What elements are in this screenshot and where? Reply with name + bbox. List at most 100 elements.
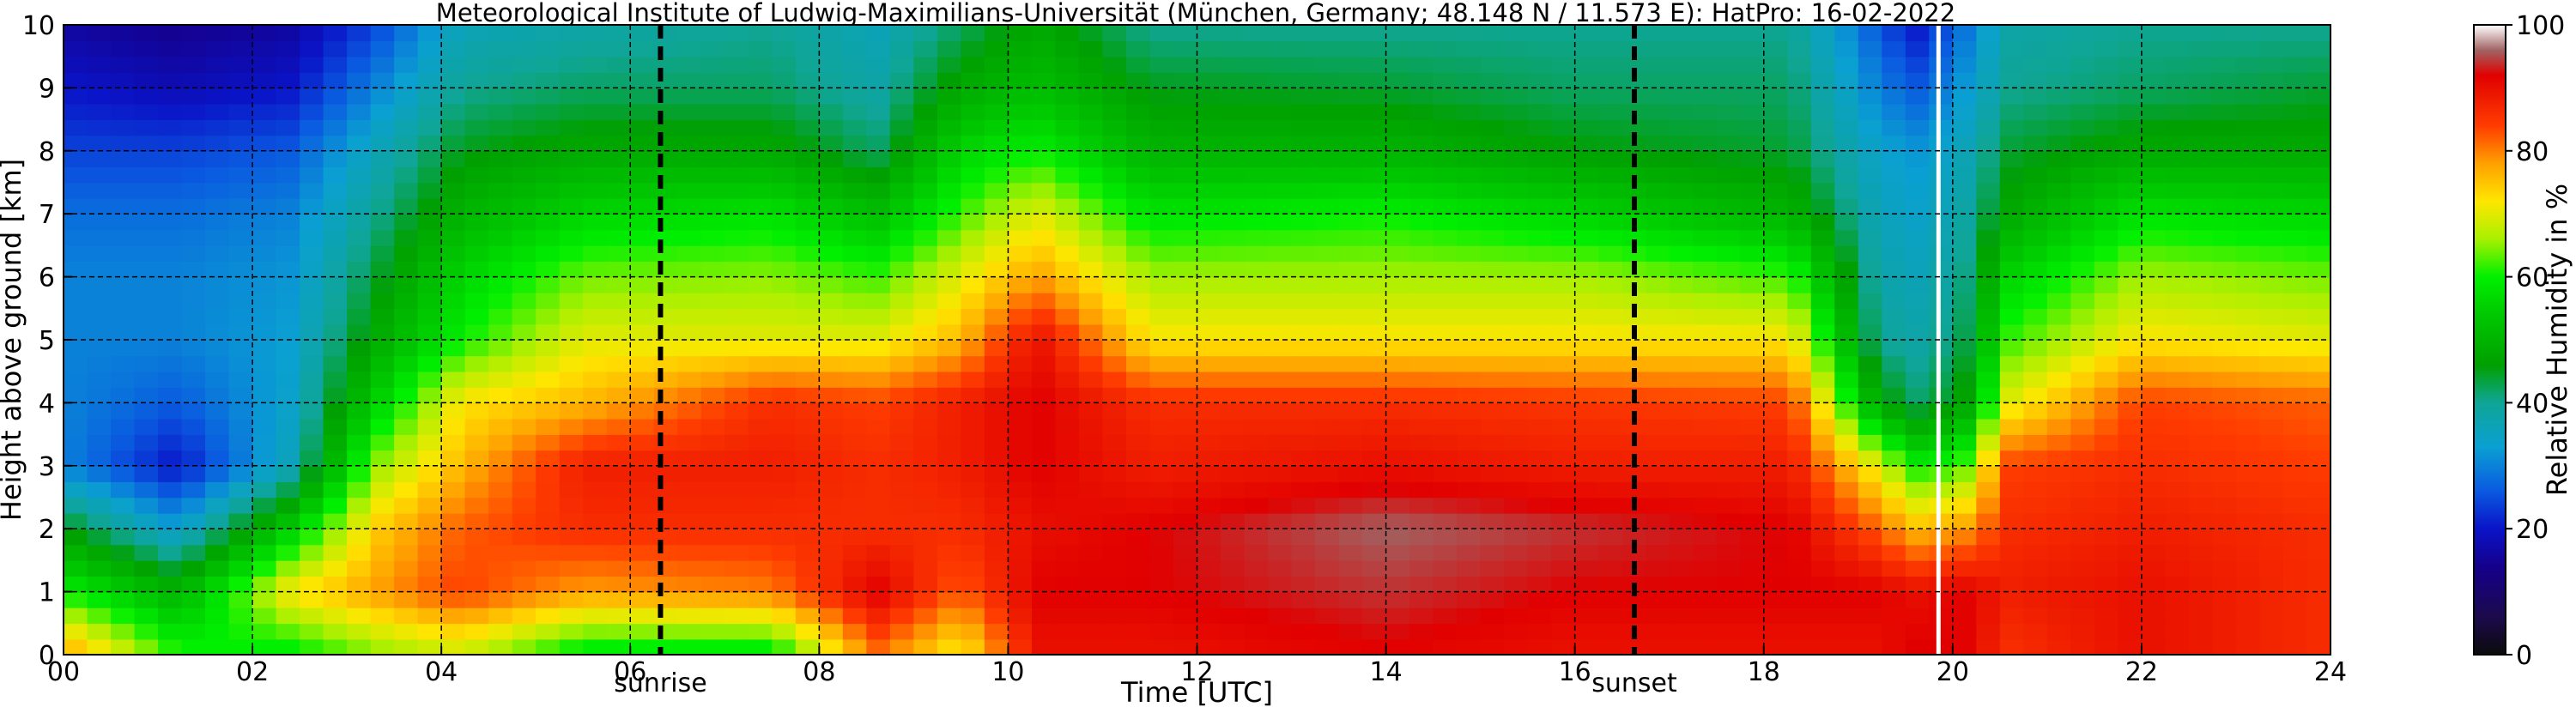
- heatmap-cell: [1008, 119, 1033, 136]
- heatmap-cell: [394, 591, 419, 608]
- heatmap-cell: [630, 387, 655, 404]
- heatmap-cell: [1810, 576, 1836, 593]
- heatmap-cell: [1338, 544, 1363, 561]
- heatmap-cell: [370, 56, 395, 73]
- heatmap-cell: [1409, 591, 1434, 608]
- heatmap-cell: [1031, 623, 1057, 640]
- heatmap-cell: [1716, 308, 1742, 325]
- heatmap-cell: [700, 402, 726, 420]
- heatmap-cell: [512, 119, 537, 136]
- heatmap-cell: [111, 323, 136, 341]
- heatmap-cell: [1362, 450, 1387, 467]
- heatmap-cell: [1221, 182, 1246, 199]
- heatmap-cell: [2235, 182, 2261, 199]
- heatmap-cell: [1716, 245, 1742, 263]
- heatmap-cell: [653, 261, 679, 278]
- heatmap-cell: [700, 276, 726, 293]
- heatmap-cell: [323, 450, 348, 467]
- heatmap-cell: [512, 434, 537, 451]
- heatmap-cell: [842, 88, 868, 105]
- heatmap-cell: [205, 638, 230, 656]
- heatmap-cell: [1716, 481, 1742, 499]
- heatmap-cell: [1598, 340, 1623, 357]
- heatmap-cell: [653, 214, 679, 231]
- heatmap-cell: [464, 387, 489, 404]
- heatmap-cell: [1078, 150, 1104, 167]
- heatmap-cell: [559, 497, 585, 514]
- heatmap-cell: [1952, 276, 1978, 293]
- heatmap-cell: [1716, 25, 1742, 42]
- heatmap-cell: [1125, 182, 1151, 199]
- heatmap-cell: [370, 512, 395, 529]
- heatmap-cell: [2023, 450, 2048, 467]
- heatmap-cell: [441, 387, 466, 404]
- heatmap-cell: [1551, 40, 1576, 57]
- heatmap-cell: [64, 623, 88, 640]
- y-tick-label: 0: [39, 641, 55, 671]
- heatmap-cell: [2282, 481, 2308, 499]
- heatmap-cell: [1055, 481, 1080, 499]
- heatmap-cell: [1929, 245, 1954, 263]
- heatmap-cell: [1338, 591, 1363, 608]
- heatmap-cell: [2188, 308, 2214, 325]
- heatmap-cell: [1504, 340, 1529, 357]
- heatmap-cell: [1078, 197, 1104, 215]
- heatmap-cell: [1810, 135, 1836, 152]
- heatmap-cell: [1858, 150, 1883, 167]
- heatmap-cell: [866, 434, 891, 451]
- heatmap-cell: [1362, 261, 1387, 278]
- y-tick-label: 10: [22, 11, 55, 41]
- heatmap-cell: [2141, 450, 2167, 467]
- heatmap-cell: [630, 229, 655, 246]
- heatmap-cell: [134, 103, 159, 120]
- heatmap-cell: [1693, 371, 1718, 388]
- heatmap-cell: [228, 245, 253, 263]
- heatmap-cell: [1952, 418, 1978, 435]
- heatmap-cell: [583, 559, 608, 577]
- heatmap-cell: [323, 150, 348, 167]
- heatmap-cell: [1646, 355, 1670, 372]
- heatmap-cell: [1952, 465, 1978, 482]
- heatmap-cell: [394, 276, 419, 293]
- heatmap-cell: [1574, 607, 1599, 625]
- heatmap-cell: [2235, 529, 2261, 546]
- heatmap-cell: [1740, 56, 1765, 73]
- heatmap-cell: [700, 465, 726, 482]
- heatmap-cell: [1574, 559, 1599, 577]
- heatmap-cell: [1409, 292, 1434, 310]
- heatmap-cell: [936, 607, 962, 625]
- heatmap-cell: [1646, 292, 1670, 310]
- heatmap-cell: [1031, 576, 1057, 593]
- heatmap-cell: [583, 450, 608, 467]
- heatmap-cell: [1693, 450, 1718, 467]
- heatmap-cell: [748, 576, 773, 593]
- heatmap-cell: [1149, 481, 1174, 499]
- heatmap-cell: [1999, 166, 2025, 184]
- heatmap-cell: [276, 607, 300, 625]
- heatmap-cell: [1952, 323, 1978, 341]
- heatmap-cell: [205, 607, 230, 625]
- heatmap-cell: [441, 25, 466, 42]
- heatmap-cell: [1078, 40, 1104, 57]
- heatmap-cell: [1504, 119, 1529, 136]
- heatmap-cell: [1716, 434, 1742, 451]
- heatmap-cell: [347, 276, 372, 293]
- heatmap-cell: [1102, 402, 1127, 420]
- heatmap-cell: [1315, 355, 1340, 372]
- heatmap-cell: [441, 465, 466, 482]
- heatmap-cell: [1834, 544, 1859, 561]
- heatmap-cell: [2094, 559, 2119, 577]
- heatmap-cell: [158, 544, 183, 561]
- heatmap-cell: [205, 402, 230, 420]
- heatmap-cell: [1669, 72, 1694, 89]
- heatmap-cell: [1362, 638, 1387, 656]
- heatmap-cell: [1457, 72, 1482, 89]
- heatmap-cell: [464, 465, 489, 482]
- heatmap-cell: [1433, 450, 1458, 467]
- heatmap-cell: [819, 214, 844, 231]
- heatmap-cell: [181, 371, 206, 388]
- heatmap-cell: [1385, 497, 1410, 514]
- heatmap-cell: [1055, 638, 1080, 656]
- heatmap-cell: [181, 434, 206, 451]
- heatmap-cell: [134, 465, 159, 482]
